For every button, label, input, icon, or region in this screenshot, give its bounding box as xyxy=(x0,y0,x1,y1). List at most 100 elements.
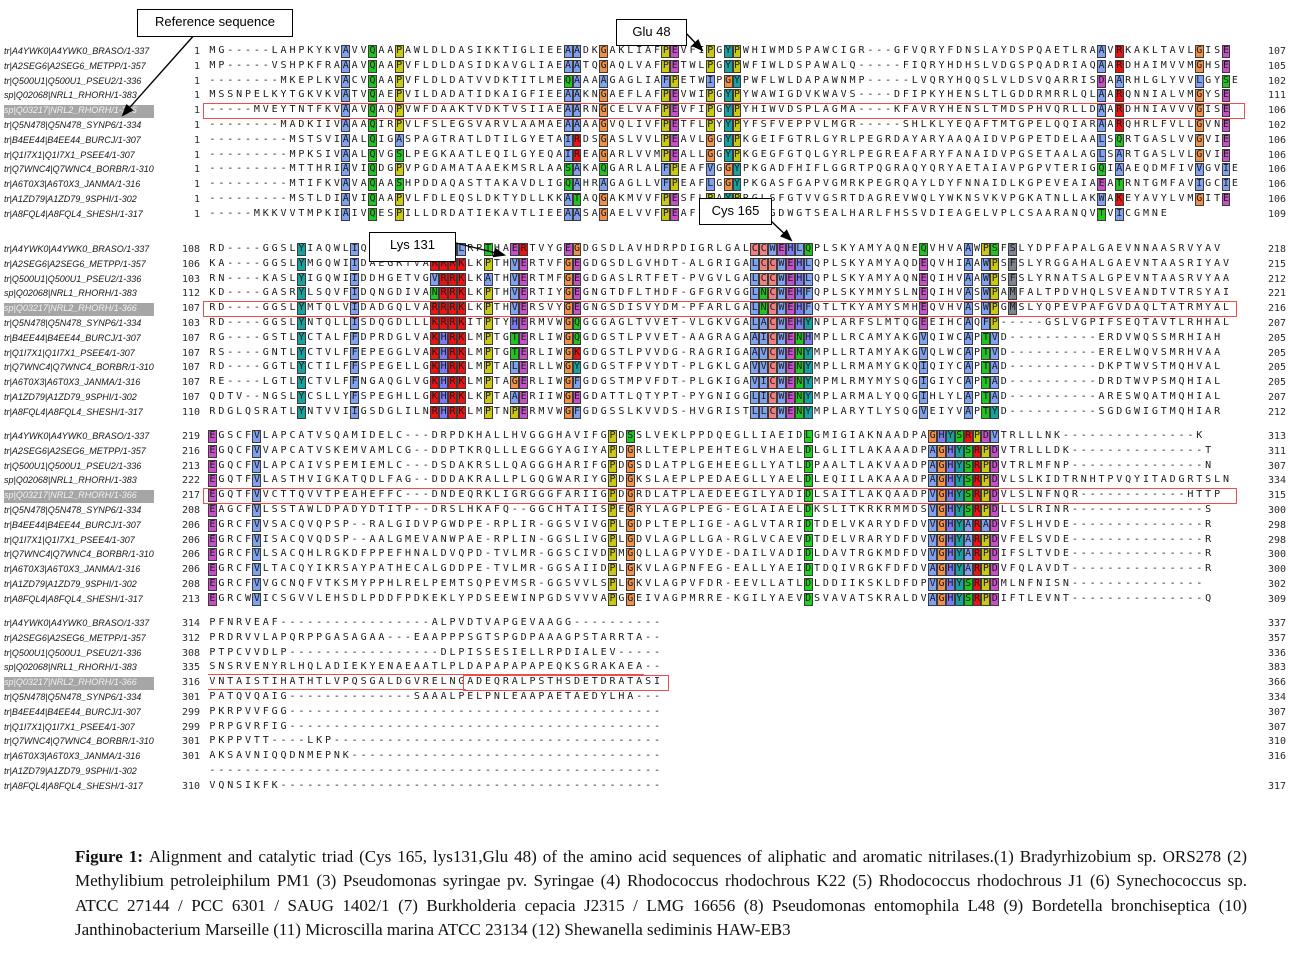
end-residue-number: 109 xyxy=(1267,208,1286,220)
end-residue-number: 334 xyxy=(1267,475,1286,487)
sequence-label: sp|Q03217|NRL2_RHORH/1-366 xyxy=(4,490,154,504)
sequence-label: tr|A6T0X3|A6T0X3_JANMA/1-316 xyxy=(4,179,141,190)
end-residue-number: 221 xyxy=(1267,288,1286,300)
end-residue-number: 300 xyxy=(1267,505,1286,516)
end-residue-number: 310 xyxy=(1267,736,1286,748)
end-residue-number: 366 xyxy=(1267,677,1286,689)
sequence-label: tr|A4YWK0|A4YWK0_BRASO/1-337 xyxy=(4,618,150,628)
start-residue-number: 310 xyxy=(181,780,200,792)
end-residue-number: 205 xyxy=(1267,362,1286,374)
sequence-label: tr|A2SEG6|A2SEG6_METPP/1-357 xyxy=(4,258,146,269)
end-residue-number: 357 xyxy=(1267,632,1286,644)
start-residue-number: 206 xyxy=(181,564,200,576)
start-residue-number: 1 xyxy=(193,208,200,220)
end-residue-number: 311 xyxy=(1267,445,1286,457)
sequence-label: tr|Q1I7X1|Q1I7X1_PSEE4/1-307 xyxy=(4,721,135,732)
sequence-label: tr|A8FQL4|A8FQL4_SHESH/1-317 xyxy=(4,780,143,791)
cys165-arrow xyxy=(770,220,793,242)
sequence-label: tr|A1ZD79|A1ZD79_9SPHI/1-302 xyxy=(4,766,137,776)
end-residue-number: 317 xyxy=(1267,780,1286,792)
end-residue-number: 205 xyxy=(1267,377,1286,389)
start-residue-number: 208 xyxy=(181,505,200,516)
start-residue-number: 103 xyxy=(181,318,200,329)
end-residue-number: 307 xyxy=(1267,706,1286,718)
sequence-label: tr|A4YWK0|A4YWK0_BRASO/1-337 xyxy=(4,46,150,56)
start-residue-number: 1 xyxy=(193,75,200,87)
sequence-label: sp|Q03217|NRL2_RHORH/1-366 xyxy=(4,677,154,691)
sequence-label: sp|Q02068|NRL1_RHORH/1-383 xyxy=(4,475,137,486)
end-residue-number: 300 xyxy=(1267,564,1286,576)
sequence-label: tr|B4EE44|B4EE44_BURCJ/1-307 xyxy=(4,134,141,145)
end-residue-number: 307 xyxy=(1267,460,1286,472)
end-residue-number: 315 xyxy=(1267,490,1286,502)
end-residue-number: 102 xyxy=(1267,75,1286,87)
start-residue-number: 208 xyxy=(181,579,200,590)
sequence-label: sp|Q03217|NRL2_RHORH/1-366 xyxy=(4,105,154,119)
end-residue-number: 106 xyxy=(1267,179,1286,191)
sequence-label: tr|Q1I7X1|Q1I7X1_PSEE4/1-307 xyxy=(4,347,135,358)
sequence-label: tr|Q500U1|Q500U1_PSEU2/1-336 xyxy=(4,75,142,86)
end-residue-number: 309 xyxy=(1267,593,1286,605)
end-residue-number: 205 xyxy=(1267,347,1286,359)
sequence-label: sp|Q03217|NRL2_RHORH/1-366 xyxy=(4,303,154,317)
sequence-label: tr|A1ZD79|A1ZD79_9SPHI/1-302 xyxy=(4,579,137,589)
end-residue-number: 107 xyxy=(1267,46,1286,57)
start-residue-number: 1 xyxy=(193,149,200,161)
start-residue-number: 1 xyxy=(193,134,200,146)
sequence-label: tr|Q500U1|Q500U1_PSEU2/1-336 xyxy=(4,647,142,658)
callout-glu48: Glu 48 xyxy=(616,19,687,46)
end-residue-number: 207 xyxy=(1267,318,1286,329)
sequence-label: tr|A2SEG6|A2SEG6_METPP/1-357 xyxy=(4,60,146,71)
end-residue-number: 111 xyxy=(1267,90,1286,102)
start-residue-number: 107 xyxy=(181,332,200,344)
end-residue-number: 212 xyxy=(1267,273,1286,285)
sequence-label: tr|A8FQL4|A8FQL4_SHESH/1-317 xyxy=(4,593,143,604)
start-residue-number: 1 xyxy=(193,60,200,72)
sequence-label: tr|Q7WNC4|Q7WNC4_BORBR/1-310 xyxy=(4,362,154,373)
end-residue-number: 106 xyxy=(1267,194,1286,205)
start-residue-number: 1 xyxy=(193,194,200,205)
start-residue-number: 213 xyxy=(181,460,200,472)
figure-caption-text: Alignment and catalytic triad (Cys 165, … xyxy=(75,847,1247,939)
end-residue-number: 106 xyxy=(1267,149,1286,161)
sequence-label: tr|Q5N478|Q5N478_SYNP6/1-334 xyxy=(4,318,142,328)
start-residue-number: 108 xyxy=(181,244,200,255)
sequence-label: tr|Q1I7X1|Q1I7X1_PSEE4/1-307 xyxy=(4,149,135,160)
sequence-label: tr|A6T0X3|A6T0X3_JANMA/1-316 xyxy=(4,751,141,762)
end-residue-number: 313 xyxy=(1267,431,1286,442)
start-residue-number: 106 xyxy=(181,258,200,270)
callout-lys131: Lys 131 xyxy=(369,232,456,262)
start-residue-number: 1 xyxy=(193,164,200,176)
sequence-row: RD----GGSLYIAQWLIQDGGRIVRRRKLRPTHAERTVYG… xyxy=(209,243,1221,256)
end-residue-number: 106 xyxy=(1267,134,1286,146)
sequence-label: tr|A6T0X3|A6T0X3_JANMA/1-316 xyxy=(4,564,141,575)
sequence-label: tr|A6T0X3|A6T0X3_JANMA/1-316 xyxy=(4,377,141,388)
start-residue-number: 213 xyxy=(181,593,200,605)
start-residue-number: 219 xyxy=(181,431,200,442)
